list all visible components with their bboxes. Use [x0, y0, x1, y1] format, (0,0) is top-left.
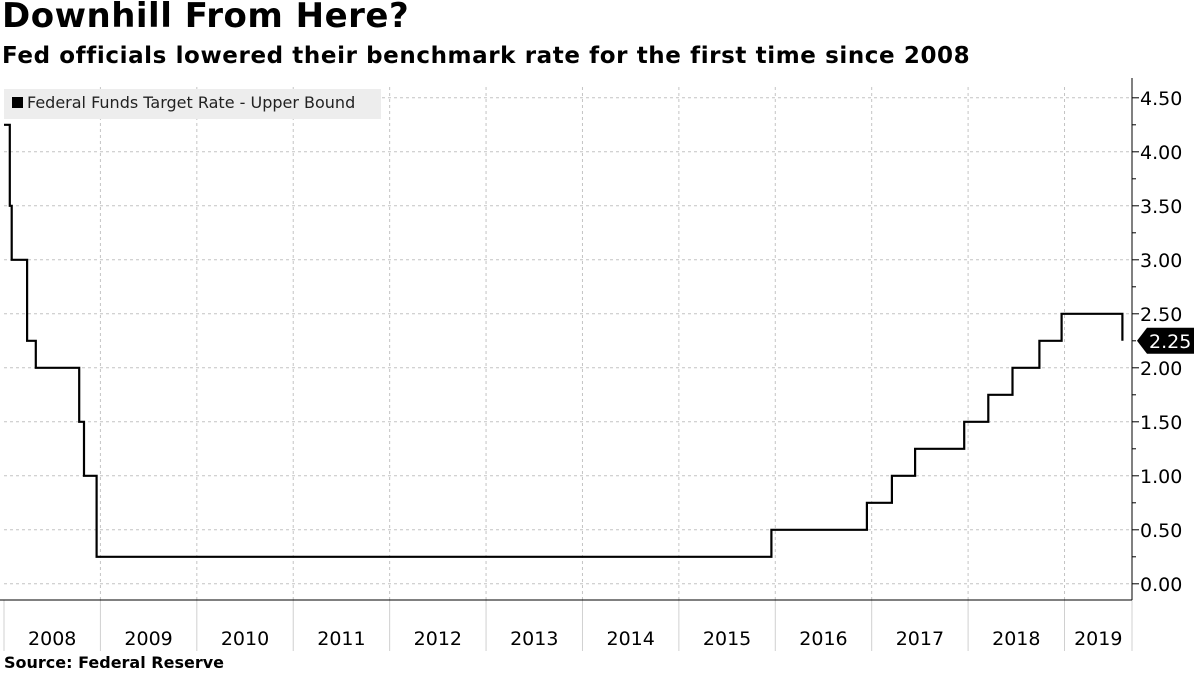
x-tick-label: 2014	[606, 628, 654, 650]
last-value-marker: 2.25	[1137, 327, 1194, 354]
series-line-fed-funds-rate	[4, 123, 1124, 558]
x-tick-label: 2013	[510, 628, 558, 650]
x-tick-label: 2017	[896, 628, 944, 650]
y-tick-label: 2.00	[1140, 358, 1182, 380]
last-value-label: 2.25	[1149, 331, 1191, 353]
chart-subtitle: Fed officials lowered their benchmark ra…	[2, 43, 971, 69]
y-tick-label: 4.50	[1140, 88, 1182, 110]
y-tick-label: 4.00	[1140, 142, 1182, 164]
last-value-badge	[1137, 327, 1194, 354]
source-note: Source: Federal Reserve	[4, 653, 224, 672]
y-tick-label: 1.00	[1140, 466, 1182, 488]
x-tick-label: 2019	[1074, 628, 1122, 650]
x-tick-label: 2012	[414, 628, 462, 650]
x-tick-label: 2015	[703, 628, 751, 650]
y-tick-label: 0.00	[1140, 574, 1182, 596]
axes: 0.00 0.50 1.00 1.50 2.00 2.50 3.00 3.50 4.00 4.50…	[0, 78, 1182, 651]
x-tick-label: 2008	[28, 628, 76, 650]
y-tick-label: 3.50	[1140, 196, 1182, 218]
y-tick-label: 3.00	[1140, 250, 1182, 272]
y-tick-label: 2.50	[1140, 304, 1182, 326]
x-tick-label: 2011	[317, 628, 365, 650]
x-tick-label: 2010	[221, 628, 269, 650]
series-layer	[4, 123, 1124, 558]
legend-label: Federal Funds Target Rate - Upper Bound	[27, 93, 355, 112]
x-tick-label: 2018	[992, 628, 1040, 650]
y-tick-label: 0.50	[1140, 520, 1182, 542]
legend-swatch	[12, 97, 23, 108]
x-tick-label: 2016	[799, 628, 847, 650]
x-tick-label: 2009	[124, 628, 172, 650]
chart-title: Downhill From Here?	[2, 0, 410, 36]
gridlines	[4, 87, 1132, 600]
legend-background	[4, 89, 381, 119]
y-tick-label: 1.50	[1140, 412, 1182, 434]
legend: Federal Funds Target Rate - Upper Bound	[4, 89, 381, 119]
